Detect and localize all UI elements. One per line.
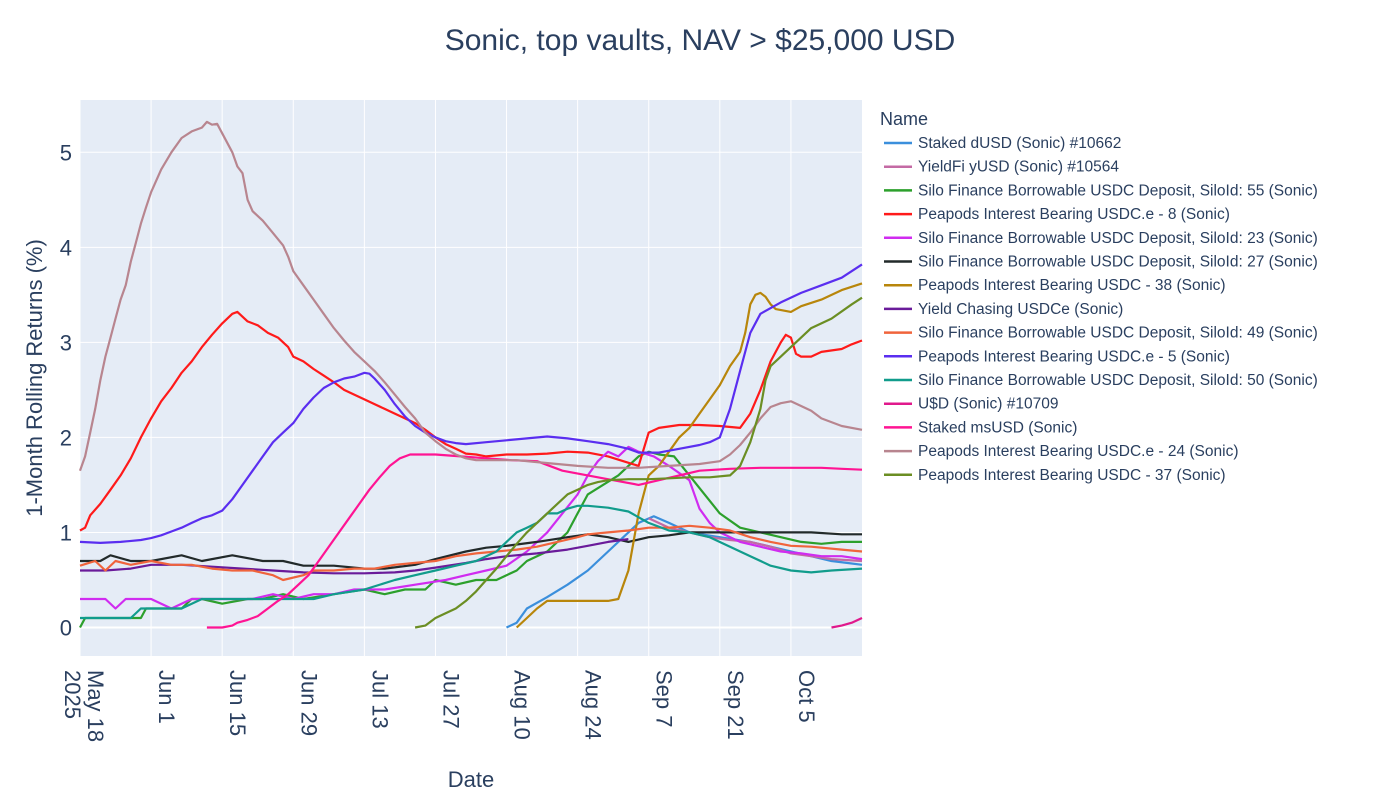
series-line	[79, 450, 862, 629]
x-tick-label: Jul 27	[438, 670, 463, 729]
legend-item-label: U$D (Sonic) #10709	[918, 396, 1058, 413]
legend-item-label: Staked dUSD (Sonic) #10662	[918, 135, 1121, 152]
y-tick-label: 4	[60, 235, 72, 260]
x-tick-label: Jul 13	[367, 670, 392, 729]
legend-item-label: Silo Finance Borrowable USDC Deposit, Si…	[918, 254, 1318, 271]
series-line	[80, 504, 863, 620]
legend-item-label: Silo Finance Borrowable USDC Deposit, Si…	[918, 325, 1318, 342]
x-tick-label: Oct 5	[794, 670, 819, 723]
y-tick-label: 5	[60, 140, 72, 165]
x-tick-label: Aug 24	[581, 670, 606, 740]
legend: Name Staked dUSD (Sonic) #10662 YieldFi y…	[880, 109, 1318, 484]
y-tick-label: 3	[60, 330, 72, 355]
y-tick-label: 0	[60, 615, 72, 640]
series-line	[206, 453, 863, 629]
legend-item-label: Peapods Interest Bearing USDC - 37 (Soni…	[918, 467, 1226, 484]
legend-item-label: Peapods Interest Bearing USDC.e - 24 (So…	[918, 443, 1239, 460]
chart-title: Sonic, top vaults, NAV > $25,000 USD	[445, 24, 956, 57]
x-tick-label: Sep 7	[652, 670, 677, 728]
x-tick-label: Aug 10	[510, 670, 535, 740]
x-tick-sublabel: 2025	[60, 670, 85, 719]
legend-item-label: Staked msUSD (Sonic)	[918, 419, 1077, 436]
series-layer	[78, 120, 863, 629]
legend-item-label: Silo Finance Borrowable USDC Deposit, Si…	[918, 230, 1318, 247]
x-tick-label: Jun 29	[296, 670, 321, 736]
y-tick-label: 2	[60, 425, 72, 450]
series-line	[831, 617, 863, 629]
legend-item-label: Peapods Interest Bearing USDC.e - 8 (Son…	[918, 206, 1230, 223]
legend-item-label: YieldFi yUSD (Sonic) #10564	[918, 159, 1119, 176]
x-tick-label: Sep 21	[723, 670, 748, 740]
legend-item-label: Peapods Interest Bearing USDC - 38 (Soni…	[918, 277, 1226, 294]
series-line	[78, 120, 863, 472]
legend-item-label: Silo Finance Borrowable USDC Deposit, Si…	[918, 182, 1318, 199]
series-line	[79, 524, 863, 582]
legend-item-label: Peapods Interest Bearing USDC.e - 5 (Son…	[918, 348, 1230, 365]
x-tick-label: May 18	[83, 670, 108, 742]
legend-item-label: Yield Chasing USDCe (Sonic)	[918, 301, 1123, 318]
series-line	[515, 282, 863, 629]
y-tick-label: 1	[60, 520, 72, 545]
x-axis-label: Date	[448, 767, 494, 792]
x-tick-label: Jun 1	[154, 670, 179, 724]
plot-area	[80, 100, 862, 656]
series-line	[414, 296, 863, 629]
y-axis-label: 1-Month Rolling Returns (%)	[22, 239, 47, 517]
legend-title: Name	[880, 109, 928, 129]
y-axis-ticks: 0 1 2 3 4 5	[60, 140, 72, 640]
legend-item-label: Silo Finance Borrowable USDC Deposit, Si…	[918, 372, 1318, 389]
x-tick-label: Jun 15	[225, 670, 250, 736]
series-line	[79, 263, 863, 544]
